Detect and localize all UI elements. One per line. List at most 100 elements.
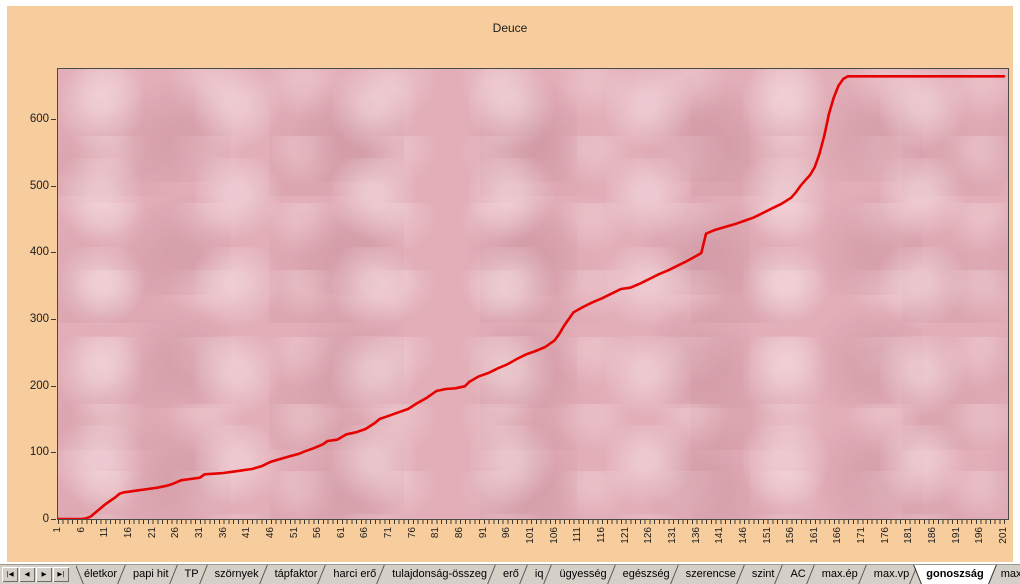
tab-left-edge bbox=[76, 565, 84, 584]
tab-nav-last-sheet-button[interactable]: ▶| bbox=[53, 567, 69, 582]
sheet-tab-tulajdonság-összeg[interactable]: tulajdonság-összeg bbox=[384, 565, 496, 584]
x-axis-label-11: 11 bbox=[99, 527, 111, 538]
sheet-tab-szörnyek[interactable]: szörnyek bbox=[207, 565, 268, 584]
tab-label: ügyesség bbox=[559, 568, 607, 580]
series-line-deuce bbox=[58, 75, 1006, 519]
tab-label: egészség bbox=[622, 568, 670, 580]
x-axis-label-101: 101 bbox=[525, 527, 536, 544]
chart-plot-area bbox=[57, 68, 1009, 520]
sheet-tab-szint[interactable]: szint bbox=[744, 565, 784, 584]
tab-label: erő bbox=[503, 568, 519, 580]
x-axis-label-51: 51 bbox=[288, 527, 300, 539]
sheet-tab-szerencse[interactable]: szerencse bbox=[678, 565, 745, 584]
y-tick-100 bbox=[51, 452, 56, 454]
x-axis-label-166: 166 bbox=[832, 527, 844, 544]
selected-tab-background bbox=[914, 565, 995, 584]
x-axis-label-46: 46 bbox=[264, 527, 276, 539]
y-axis-label-100: 100 bbox=[29, 446, 49, 459]
x-axis-label-31: 31 bbox=[193, 527, 205, 539]
sheet-tab-bar: |◀ ◀ ▶ ▶| életkor papi hit TP szörnyek tápfakto… bbox=[0, 564, 1020, 584]
y-axis-label-300: 300 bbox=[29, 313, 49, 325]
y-tick-300 bbox=[51, 319, 56, 320]
sheet-tab-iq[interactable]: iq bbox=[527, 565, 553, 584]
sheet-tab-ac[interactable]: AC bbox=[782, 565, 815, 584]
tab-label: harci erő bbox=[333, 568, 377, 580]
data-series-svg bbox=[58, 75, 1006, 519]
tab-label: AC bbox=[790, 568, 806, 580]
sheet-tab-ügyesség[interactable]: ügyesség bbox=[551, 565, 616, 584]
x-axis-label-6: 6 bbox=[75, 527, 87, 533]
x-axis-label-71: 71 bbox=[383, 527, 395, 539]
x-axis-label-36: 36 bbox=[217, 527, 229, 539]
tab-label: szörnyek bbox=[214, 568, 259, 580]
y-tick-400 bbox=[51, 252, 56, 254]
x-axis-label-136: 136 bbox=[690, 527, 702, 544]
tab-label: papi hit bbox=[133, 568, 169, 580]
x-axis-label-171: 171 bbox=[856, 527, 868, 544]
tab-label: szint bbox=[751, 568, 775, 580]
x-axis-label-131: 131 bbox=[666, 527, 678, 544]
x-axis-label-186: 186 bbox=[927, 527, 939, 544]
sheet-tab-erő[interactable]: erő bbox=[495, 565, 528, 584]
x-axis-tick-marks bbox=[58, 520, 1006, 524]
x-axis-label-21: 21 bbox=[146, 527, 158, 539]
x-axis-label-111: 111 bbox=[572, 527, 584, 543]
x-axis-label-196: 196 bbox=[974, 527, 986, 544]
x-axis-label-141: 141 bbox=[714, 527, 726, 544]
tab-label: szerencse bbox=[685, 568, 736, 580]
sheet-tab-max.vp[interactable]: max.vp bbox=[866, 565, 919, 584]
sheet-tabs: életkor papi hit TP szörnyek tápfaktor harci … bbox=[76, 565, 1020, 584]
x-axis-label-56: 56 bbox=[312, 527, 324, 539]
x-axis-label-156: 156 bbox=[785, 527, 797, 544]
tab-label: max bbox=[1000, 568, 1020, 580]
y-axis-label-0: 0 bbox=[42, 513, 49, 525]
x-axis-label-161: 161 bbox=[808, 527, 820, 544]
sheet-tab-gonoszság[interactable]: gonoszság bbox=[913, 565, 997, 584]
y-tick-200 bbox=[51, 385, 56, 387]
tab-label: gonoszság bbox=[926, 568, 984, 580]
x-axis-label-181: 181 bbox=[903, 527, 915, 544]
sheet-tab-max.ép[interactable]: max.ép bbox=[814, 565, 867, 584]
x-axis-label-91: 91 bbox=[477, 527, 489, 539]
x-axis-label-16: 16 bbox=[122, 527, 134, 539]
x-axis-label-151: 151 bbox=[761, 527, 773, 544]
x-axis-label-191: 191 bbox=[950, 527, 962, 544]
y-axis-label-600: 600 bbox=[29, 113, 49, 125]
sheet-tab-tp[interactable]: TP bbox=[177, 565, 208, 584]
tab-label: életkor bbox=[84, 568, 118, 580]
x-axis-label-176: 176 bbox=[879, 527, 891, 544]
tab-nav-previous-sheet-button[interactable]: ◀ bbox=[19, 567, 35, 582]
x-axis-label-66: 66 bbox=[359, 527, 371, 539]
sheet-tab-életkor[interactable]: életkor bbox=[76, 565, 126, 584]
y-tick-0 bbox=[51, 519, 56, 520]
x-axis-label-41: 41 bbox=[241, 527, 253, 539]
chart-title: Deuce bbox=[492, 21, 528, 35]
x-axis-label-146: 146 bbox=[737, 527, 749, 544]
y-axis-label-200: 200 bbox=[29, 379, 49, 392]
sheet-tab-tápfaktor[interactable]: tápfaktor bbox=[267, 565, 327, 584]
tab-label: max.ép bbox=[821, 568, 858, 580]
x-axis-label-116: 116 bbox=[595, 527, 607, 543]
tab-label: tulajdonság-összeg bbox=[392, 568, 488, 580]
y-axis-label-400: 400 bbox=[29, 246, 49, 259]
sheet-nav-buttons: |◀ ◀ ▶ ▶| bbox=[0, 565, 71, 584]
x-axis-label-106: 106 bbox=[548, 527, 560, 544]
x-axis-label-1: 1 bbox=[52, 527, 63, 533]
tab-label: max.vp bbox=[873, 568, 910, 580]
tab-nav-first-sheet-button[interactable]: |◀ bbox=[2, 567, 18, 582]
tab-label: iq bbox=[534, 568, 544, 580]
x-axis-label-26: 26 bbox=[170, 527, 182, 539]
tab-nav-next-sheet-button[interactable]: ▶ bbox=[36, 567, 52, 582]
sheet-tab-papi-hit[interactable]: papi hit bbox=[125, 565, 178, 584]
sheet-tab-egészség[interactable]: egészség bbox=[615, 565, 679, 584]
sheet-tab-max[interactable]: max bbox=[993, 565, 1020, 584]
x-axis-label-126: 126 bbox=[643, 527, 655, 544]
x-axis-label-86: 86 bbox=[454, 527, 466, 539]
sheet-tab-harci-erő[interactable]: harci erő bbox=[325, 565, 386, 584]
x-axis-label-76: 76 bbox=[406, 527, 418, 539]
y-tick-500 bbox=[51, 185, 56, 187]
x-axis-label-81: 81 bbox=[430, 527, 442, 539]
x-axis-label-96: 96 bbox=[501, 527, 513, 539]
tab-label: tápfaktor bbox=[274, 568, 318, 580]
tab-label: TP bbox=[184, 568, 199, 580]
